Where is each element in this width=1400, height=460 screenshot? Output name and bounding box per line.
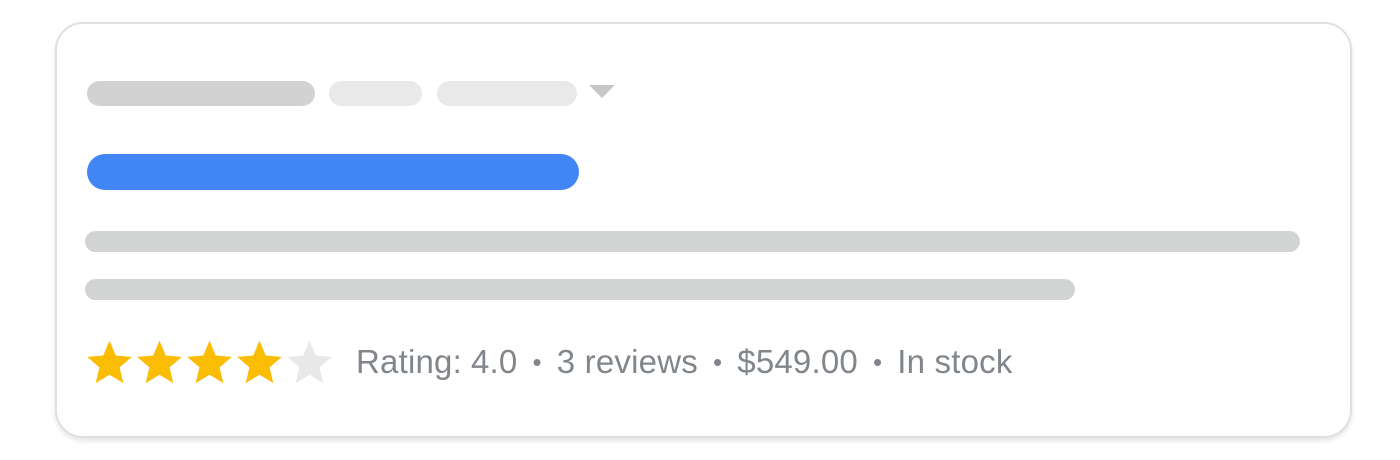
breadcrumb-placeholder-secondary: [329, 81, 422, 106]
separator-dot: •: [712, 347, 723, 377]
result-meta-line: Rating: 4.0 • 3 reviews • $549.00 • In s…: [356, 343, 1013, 381]
rating-pair: Rating: 4.0: [356, 343, 517, 381]
result-title-placeholder[interactable]: [87, 154, 579, 190]
star-filled-icon: [237, 340, 282, 383]
star-filled-icon: [137, 340, 182, 383]
star-empty-icon: [287, 340, 332, 383]
search-result-card: Rating: 4.0 • 3 reviews • $549.00 • In s…: [55, 22, 1352, 438]
snippet-line-placeholder-2: [85, 279, 1075, 300]
rating-label: Rating:: [356, 343, 462, 380]
breadcrumb-placeholder-tertiary: [437, 81, 577, 106]
star-filled-icon: [187, 340, 232, 383]
separator-dot: •: [532, 347, 542, 377]
snippet-line-placeholder-1: [85, 231, 1300, 252]
price: $549.00: [737, 343, 858, 380]
rich-snippet-row: Rating: 4.0 • 3 reviews • $549.00 • In s…: [85, 338, 1013, 386]
star-rating: [85, 340, 334, 385]
breadcrumb-placeholder-primary: [87, 81, 315, 106]
availability: In stock: [897, 343, 1013, 380]
rating-value: 4.0: [470, 343, 518, 380]
review-count: 3 reviews: [556, 343, 698, 380]
caret-down-icon[interactable]: [589, 85, 615, 98]
separator-dot: •: [872, 347, 883, 377]
star-filled-icon: [87, 340, 132, 383]
